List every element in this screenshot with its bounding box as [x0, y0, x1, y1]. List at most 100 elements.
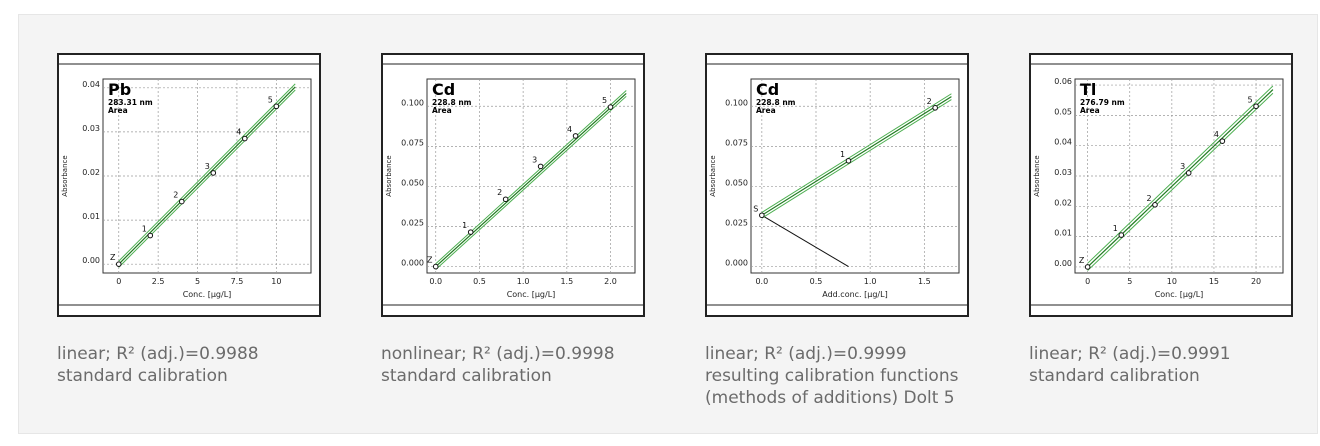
- y-axis-label: Absorbance: [385, 155, 393, 196]
- caption-line: nonlinear; R² (adj.)=0.9998: [381, 344, 615, 364]
- mode-label: Area: [108, 106, 128, 115]
- y-tick-label: 0.075: [725, 138, 748, 147]
- data-point: [537, 163, 544, 170]
- fit-line: [1087, 89, 1274, 268]
- y-tick-label: 0.025: [401, 219, 424, 228]
- y-tick-label: 0.02: [82, 168, 100, 177]
- y-tick-label: 0.100: [401, 98, 424, 107]
- x-tick-label: 20: [1251, 277, 1261, 286]
- confidence-band-lower: [118, 89, 296, 268]
- data-point: [273, 103, 280, 110]
- point-label: 2: [1146, 194, 1151, 203]
- x-tick-label: 0.0: [755, 277, 768, 286]
- point-label: 5: [1248, 95, 1253, 104]
- point-label: 2: [497, 188, 502, 197]
- data-point: [178, 198, 185, 205]
- confidence-band-lower: [1087, 92, 1274, 271]
- element-label: Pb: [108, 80, 131, 99]
- data-point: [432, 263, 439, 270]
- y-tick-label: 0.01: [1054, 229, 1072, 238]
- data-point: [607, 104, 614, 110]
- data-point: [845, 157, 852, 164]
- mode-label: Area: [756, 106, 776, 115]
- wavelength-label: 228.8 nm: [756, 98, 796, 107]
- y-tick-label: 0.06: [1054, 77, 1072, 86]
- point-label: 4: [1214, 130, 1219, 139]
- x-tick-label: 10: [1167, 277, 1177, 286]
- confidence-band-lower: [435, 95, 627, 270]
- x-tick-label: 2.0: [604, 277, 617, 286]
- point-label: 4: [236, 128, 241, 137]
- x-tick-label: 1.5: [560, 277, 573, 286]
- y-tick-label: 0.02: [1054, 198, 1072, 207]
- caption-line: (methods of additions) Dolt 5: [705, 388, 955, 408]
- point-label: Z: [1079, 256, 1085, 265]
- wavelength-label: 276.79 nm: [1080, 98, 1125, 107]
- data-point: [1185, 170, 1192, 176]
- fit-line: [435, 92, 627, 268]
- y-tick-label: 0.00: [82, 256, 100, 265]
- data-point: [242, 135, 248, 142]
- x-tick-label: 1.0: [864, 277, 877, 286]
- caption-line: standard calibration: [1029, 366, 1200, 386]
- figure-panel: 0 2.5 5 7.5 10 0.00 0.01 0.02 0.03 0.04 Conc. [µg/…: [18, 14, 1318, 434]
- x-tick-label: 15: [1209, 277, 1219, 286]
- y-tick-label: 0.050: [401, 178, 424, 187]
- data-point: [759, 212, 765, 219]
- point-label: 5: [602, 96, 607, 105]
- confidence-band-upper: [1087, 85, 1274, 264]
- point-label: Z: [427, 256, 433, 265]
- data-point: [115, 261, 122, 267]
- point-label: Z: [110, 253, 116, 262]
- point-label: 3: [532, 155, 537, 164]
- x-tick-label: 0: [1085, 277, 1090, 286]
- x-tick-label: 2.5: [152, 277, 165, 286]
- chart-cd-additions: 0.0 0.5 1.0 1.5 0.000 0.025 0.050 0.075 0.100 Add…: [705, 53, 969, 317]
- fit-line: [761, 96, 952, 216]
- confidence-band-upper: [435, 90, 627, 265]
- chart-pb: 0 2.5 5 7.5 10 0.00 0.01 0.02 0.03 0.04 Conc. [µg/…: [57, 53, 321, 317]
- element-label: Cd: [432, 80, 455, 99]
- element-label: Cd: [756, 80, 779, 99]
- y-tick-label: 0.04: [82, 80, 100, 89]
- y-tick-label: 0.025: [725, 219, 748, 228]
- point-label: 2: [173, 191, 178, 200]
- y-tick-label: 0.04: [1054, 138, 1072, 147]
- caption-line: standard calibration: [57, 366, 228, 386]
- data-point: [572, 133, 579, 139]
- y-tick-label: 0.00: [1054, 259, 1072, 268]
- x-tick-label: 5: [1127, 277, 1132, 286]
- element-label: Tl: [1080, 80, 1096, 99]
- y-tick-label: 0.01: [82, 212, 100, 221]
- wavelength-label: 228.8 nm: [432, 98, 472, 107]
- data-point: [147, 232, 154, 239]
- x-axis-label: Conc. [µg/L]: [183, 290, 232, 299]
- point-label: 5: [268, 95, 273, 104]
- data-point: [1253, 103, 1259, 110]
- data-point: [1219, 138, 1226, 144]
- y-axis-label: Absorbance: [709, 155, 717, 196]
- point-label: 3: [205, 162, 210, 171]
- y-axis-label: Absorbance: [61, 155, 69, 196]
- point-label: 1: [462, 221, 467, 230]
- point-label: 1: [1113, 224, 1118, 233]
- x-tick-label: 0: [116, 277, 121, 286]
- y-tick-label: 0.05: [1054, 107, 1072, 116]
- x-tick-label: 0.0: [429, 277, 442, 286]
- point-label: 4: [567, 125, 572, 134]
- point-label: 1: [840, 150, 845, 159]
- x-tick-label: 1.5: [918, 277, 931, 286]
- wavelength-label: 283.31 nm: [108, 98, 153, 107]
- y-tick-label: 0.000: [401, 259, 424, 268]
- data-point: [932, 105, 938, 111]
- caption-line: standard calibration: [381, 366, 552, 386]
- chart-cd-standard: 0.0 0.5 1.0 1.5 2.0 0.000 0.025 0.050 0.075 0.100…: [381, 53, 645, 317]
- y-tick-label: 0.050: [725, 178, 748, 187]
- y-axis-label: Absorbance: [1033, 155, 1041, 196]
- caption-cd-standard: nonlinear; R² (adj.)=0.9998 standard cali…: [381, 343, 671, 387]
- caption-line: linear; R² (adj.)=0.9991: [1029, 344, 1231, 364]
- data-point: [502, 196, 509, 203]
- y-tick-label: 0.03: [82, 124, 100, 133]
- y-tick-label: 0.100: [725, 98, 748, 107]
- caption-line: linear; R² (adj.)=0.9988: [57, 344, 259, 364]
